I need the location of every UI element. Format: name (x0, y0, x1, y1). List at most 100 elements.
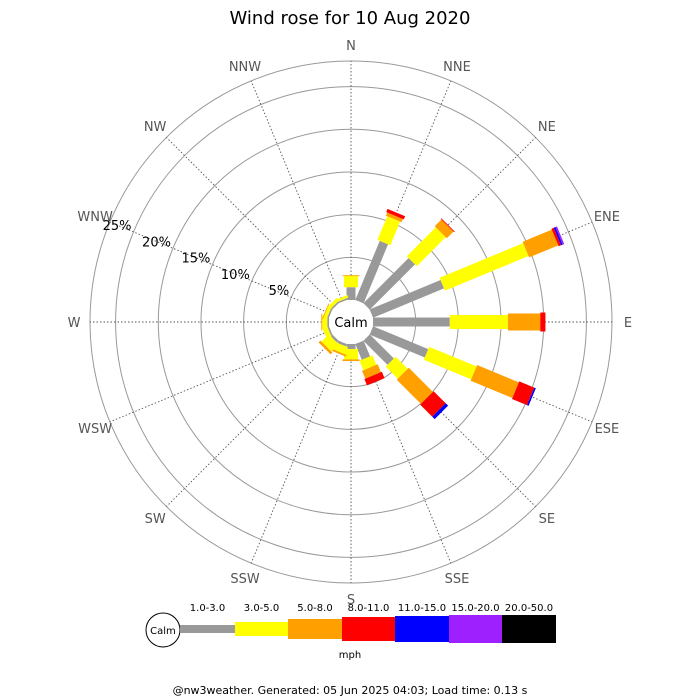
bar-n-3.0-5.0 (344, 276, 358, 288)
legend-label-1.0-3.0: 1.0-3.0 (190, 603, 225, 614)
direction-label-ese: ESE (595, 422, 620, 437)
spoke-ssw (250, 342, 343, 564)
legend-label-15.0-20.0: 15.0-20.0 (451, 603, 499, 614)
bar-nne-1.0-3.0 (355, 240, 389, 304)
bar-ese-11.0-15.0 (526, 387, 536, 406)
direction-label-sse: SSE (445, 572, 470, 587)
direction-label-ssw: SSW (230, 572, 260, 587)
bar-s-1.0-3.0 (346, 344, 356, 350)
bar-ene-1.0-3.0 (369, 280, 445, 318)
bar-ese-8.0-11.0 (512, 381, 535, 406)
bar-nnw-1.0-3.0 (337, 298, 347, 304)
direction-label-se: SE (539, 512, 555, 527)
spoke-sw (166, 337, 336, 507)
bar-w-5.0-8.0 (321, 313, 323, 331)
bar-wnw-1.0-3.0 (327, 308, 333, 318)
bar-s-5.0-8.0 (342, 359, 360, 362)
bar-ese-3.0-5.0 (423, 346, 477, 380)
bar-e-1.0-3.0 (373, 317, 450, 327)
bar-ese-1.0-3.0 (369, 326, 429, 358)
legend-swatch-11.0-15.0 (395, 616, 449, 642)
bar-nnw-3.0-5.0 (334, 295, 349, 303)
legend-swatch-5.0-8.0 (288, 619, 342, 639)
bar-e-3.0-5.0 (449, 315, 508, 329)
direction-label-s: S (347, 593, 355, 608)
bar-s-3.0-5.0 (344, 349, 358, 360)
bar-sw-5.0-8.0 (318, 340, 333, 355)
legend-swatch-20.0-50.0 (502, 615, 556, 643)
ring-25 (115, 86, 587, 558)
bar-ne-1.0-3.0 (363, 257, 416, 310)
bar-n-1.0-3.0 (346, 287, 356, 300)
bar-se-1.0-3.0 (363, 334, 394, 365)
direction-label-nnw: NNW (229, 60, 261, 75)
bar-ne-5.0-8.0 (434, 219, 454, 239)
ring-label-25: 25% (103, 219, 132, 234)
bar-e-5.0-8.0 (507, 313, 541, 331)
bar-sw-3.0-5.0 (321, 334, 339, 352)
legend-label-5.0-8.0: 5.0-8.0 (297, 603, 332, 614)
bar-nw-1.0-3.0 (331, 302, 339, 310)
bar-nne-3.0-5.0 (377, 216, 401, 246)
bar-nne-8.0-11.0 (386, 208, 406, 220)
spoke-wnw (109, 221, 331, 314)
legend-label-3.0-5.0: 3.0-5.0 (244, 603, 279, 614)
direction-label-ene: ENE (594, 210, 620, 225)
direction-labels: 5% 10% 15% 20% 25% N NNE NE ENE E ESE SE SSE S SSW SW WS… (68, 39, 633, 608)
bar-sse-1.0-3.0 (355, 340, 371, 360)
legend-label-20.0-50.0: 20.0-50.0 (505, 603, 553, 614)
legend-swatch-3.0-5.0 (235, 622, 288, 636)
direction-label-w: W (68, 316, 81, 331)
bar-n-5.0-8.0 (342, 275, 360, 277)
ring-label-15: 15% (181, 252, 210, 267)
legend-label-8.0-11.0: 8.0-11.0 (348, 603, 390, 614)
direction-label-n: N (346, 39, 356, 54)
legend-swatch-15.0-20.0 (449, 615, 502, 643)
speed-legend: Calm mph 1.0-3.0 3.0-5.0 5.0-8.0 8.0-11.0 11… (145, 603, 556, 661)
footer: @nw3weather. Generated: 05 Jun 2025 04:0… (173, 684, 528, 697)
legend-label-11.0-15.0: 11.0-15.0 (398, 603, 446, 614)
bar-e-8.0-11.0 (540, 312, 546, 332)
bar-se-8.0-11.0 (420, 391, 446, 417)
calm-center (329, 300, 373, 344)
direction-label-nw: NW (144, 120, 167, 135)
bar-ese-5.0-8.0 (470, 365, 519, 399)
direction-label-wsw: WSW (78, 422, 112, 437)
bar-ene-15.0-20.0 (555, 226, 565, 245)
bar-se-11.0-15.0 (432, 403, 449, 420)
calm-circle: Calm (329, 300, 373, 344)
spoke-nnw (250, 80, 343, 302)
spoke-nw (166, 137, 336, 307)
ring-label-20: 20% (142, 235, 171, 250)
bar-wsw-1.0-3.0 (327, 326, 333, 336)
bar-sw-1.0-3.0 (330, 334, 339, 343)
bar-w-3.0-5.0 (322, 315, 328, 329)
direction-label-nne: NNE (443, 60, 471, 75)
legend-unit: mph (339, 650, 361, 661)
direction-label-sw: SW (145, 512, 166, 527)
bar-ene-8.0-11.0 (551, 227, 562, 247)
bar-se-3.0-5.0 (385, 356, 408, 379)
ring-label-10: 10% (221, 268, 250, 283)
bar-sse-3.0-5.0 (359, 355, 377, 371)
wind-bars (318, 208, 565, 420)
direction-label-e: E (624, 316, 632, 331)
legend-swatch-1.0-3.0 (180, 625, 235, 633)
direction-label-ne: NE (538, 120, 556, 135)
legend-calm-label: Calm (150, 626, 176, 637)
calm-label: Calm (334, 316, 367, 331)
bar-ene-3.0-5.0 (439, 243, 529, 291)
bar-ne-8.0-11.0 (440, 218, 455, 233)
chart-title: Wind rose for 10 Aug 2020 (230, 8, 471, 29)
bar-w-1.0-3.0 (327, 317, 329, 327)
bar-ene-5.0-8.0 (522, 229, 559, 258)
direction-label-wnw: WNW (77, 210, 113, 225)
bar-ne-3.0-5.0 (406, 227, 446, 267)
bar-ssw-5.0-8.0 (330, 348, 347, 357)
bar-sse-5.0-8.0 (362, 364, 381, 379)
ring-label-5: 5% (269, 284, 290, 299)
spoke-wsw (109, 330, 331, 423)
legend-swatch-8.0-11.0 (342, 617, 395, 641)
